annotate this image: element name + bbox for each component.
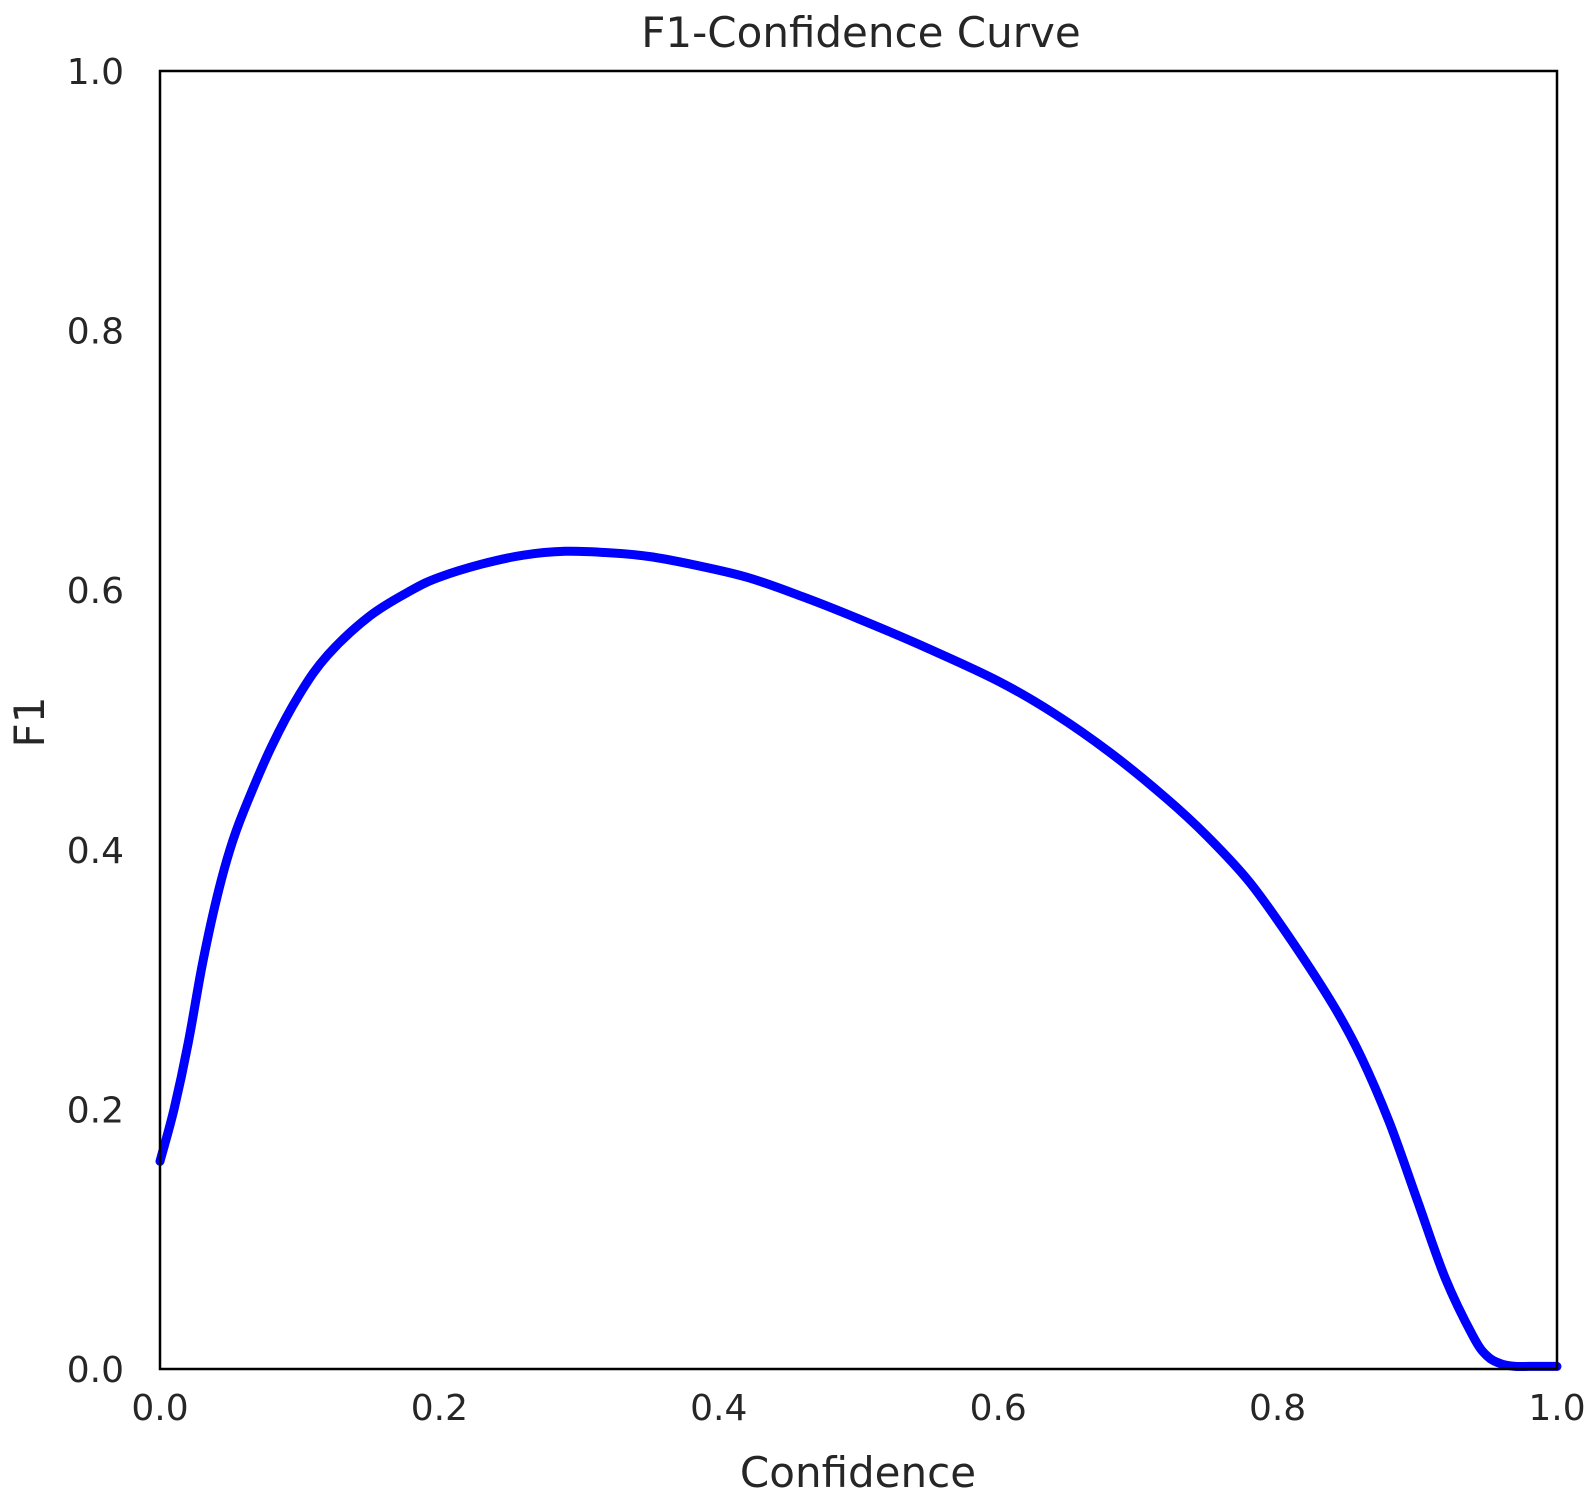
plot-area — [155, 546, 1562, 1372]
x-axis-ticks: 0.0 0.2 0.4 0.6 0.8 1.0 — [131, 1388, 1585, 1429]
x-tick-label: 1.0 — [1528, 1388, 1585, 1429]
x-tick-label: 0.6 — [970, 1388, 1027, 1429]
series-line — [155, 546, 1562, 1372]
y-tick-label: 0.4 — [67, 831, 124, 872]
y-tick-label: 0.0 — [67, 1350, 124, 1391]
y-tick-label: 0.8 — [67, 312, 124, 353]
chart-title: F1-Confidence Curve — [641, 8, 1080, 57]
x-tick-label: 0.0 — [131, 1388, 188, 1429]
x-tick-label: 0.4 — [690, 1388, 747, 1429]
x-tick-label: 0.8 — [1249, 1388, 1306, 1429]
x-axis-label: Confidence — [740, 1448, 976, 1497]
plot-frame — [158, 69, 1559, 1371]
y-tick-label: 1.0 — [67, 52, 124, 93]
y-axis-ticks: 0.0 0.2 0.4 0.6 0.8 1.0 — [67, 52, 124, 1391]
x-tick-label: 0.2 — [411, 1388, 468, 1429]
y-tick-label: 0.2 — [67, 1090, 124, 1131]
y-tick-label: 0.6 — [67, 571, 124, 612]
y-axis-label: F1 — [5, 697, 54, 748]
